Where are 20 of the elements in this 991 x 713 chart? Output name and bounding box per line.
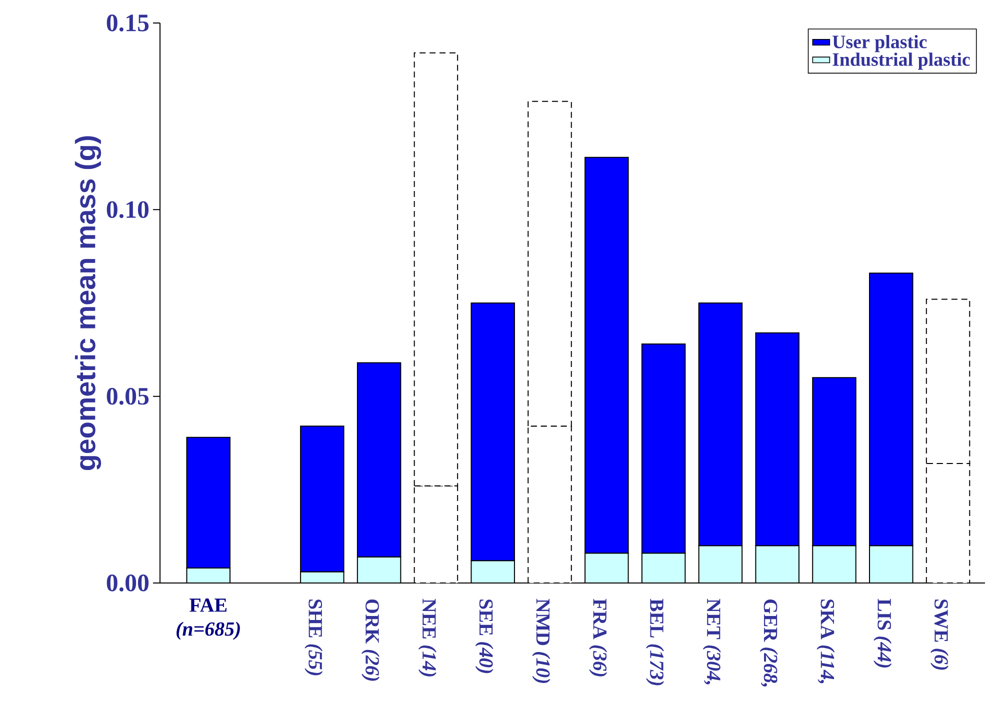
y-tick-label: 0.10 bbox=[106, 201, 149, 218]
x-tick-label: SWE (6) bbox=[930, 600, 949, 670]
y-tick-label: 0.15 bbox=[106, 14, 149, 32]
x-tick-label: SEE (40) bbox=[475, 600, 494, 674]
x-tick-label: NEE (14) bbox=[418, 598, 436, 676]
x-tick-label: BEL (173) bbox=[646, 598, 664, 686]
x-tick-label: LIS (44) bbox=[874, 598, 892, 668]
x-tick-label: SHE (55) bbox=[304, 600, 323, 676]
x-tick-label: NMD (10) bbox=[532, 598, 550, 683]
x-tick-label: SKA (114, bbox=[816, 600, 835, 684]
legend-label: Industrial plastic bbox=[832, 52, 970, 70]
x-tick-label: FRA (36) bbox=[589, 598, 608, 676]
x-tick-label: FAE (n=685) bbox=[176, 598, 240, 640]
x-tick-label: ORK (26) bbox=[362, 599, 380, 681]
x-tick-label: GER (268, bbox=[760, 599, 778, 687]
legend-label: User plastic bbox=[832, 34, 927, 52]
y-axis-title: geometric mean mass (g) bbox=[74, 136, 102, 470]
y-tick-label: 0.00 bbox=[106, 574, 149, 592]
y-tick-label: 0.05 bbox=[106, 388, 149, 405]
x-tick-label: NET (304, bbox=[702, 598, 721, 684]
